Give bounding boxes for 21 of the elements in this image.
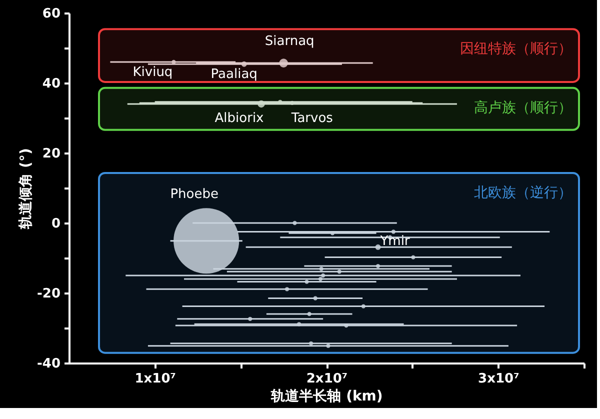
y-tick-label: 0 (51, 216, 60, 232)
x-tick-label: 1x10⁷ (134, 372, 176, 386)
annotation: Albiorix (214, 111, 264, 126)
annotation: Ymir (379, 234, 410, 250)
x-tick-label: 2x10⁷ (306, 372, 348, 386)
y-tick-label: -20 (37, 286, 60, 302)
annotation: Siarnaq (264, 34, 314, 50)
y-tick-label: 60 (42, 6, 60, 22)
y-tick-label: 20 (42, 146, 60, 162)
x-tick-label: 3x10⁷ (478, 372, 520, 386)
annotation: Paaliaq (210, 67, 258, 82)
band-label: 北欧族（逆行） (474, 184, 572, 201)
band-label: 高卢族（顺行） (474, 100, 572, 116)
x-axis-title: 轨道半长轴 (km) (270, 388, 383, 404)
y-tick-label: 40 (42, 76, 60, 92)
y-tick-label: -40 (37, 356, 60, 372)
band-label: 因纽特族（顺行） (460, 41, 572, 58)
y-axis-title: 轨道倾角 (°) (18, 148, 34, 230)
annotation: Kiviuq (132, 65, 173, 80)
annotation: Phoebe (170, 186, 218, 202)
annotation: Tarvos (290, 110, 334, 126)
